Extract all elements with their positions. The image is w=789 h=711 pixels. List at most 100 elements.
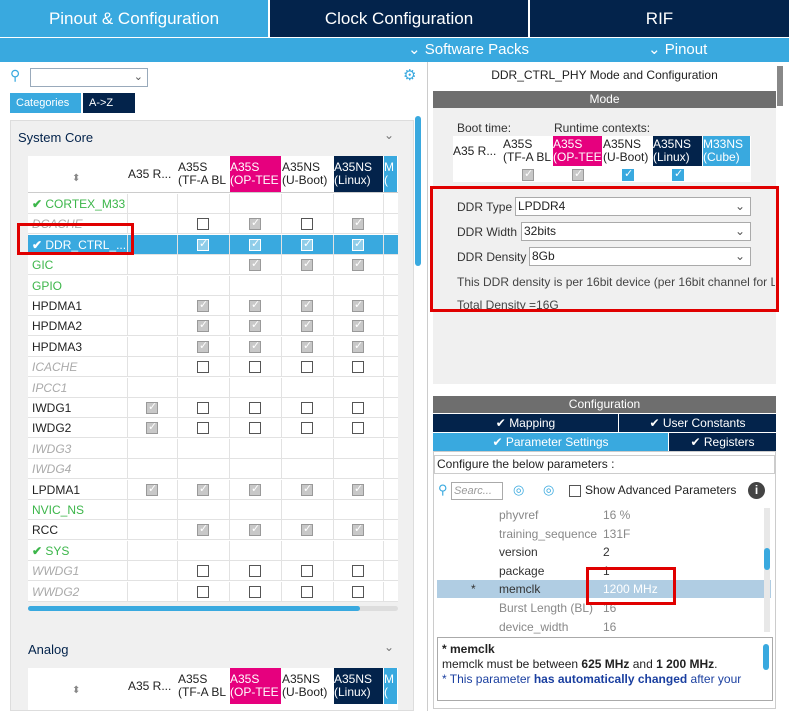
table-row[interactable]: IWDG1	[28, 398, 398, 418]
parameter-row[interactable]: phyvref 16 %	[437, 506, 771, 524]
splitter-handle[interactable]	[777, 66, 783, 106]
context-checkbox[interactable]	[249, 422, 261, 435]
context-checkbox[interactable]	[146, 420, 158, 435]
context-checkbox[interactable]	[352, 318, 364, 333]
tab-categories[interactable]: Categories	[10, 93, 81, 113]
context-checkbox[interactable]	[197, 422, 209, 435]
context-checkbox[interactable]	[249, 339, 261, 353]
gear-icon[interactable]: ⚙	[403, 67, 417, 84]
column-header[interactable]: A35S (TF-A BL	[178, 668, 229, 704]
context-checkbox[interactable]	[352, 522, 364, 537]
table-row[interactable]: ✔ CORTEX_M33	[28, 194, 398, 214]
context-checkbox[interactable]	[146, 400, 158, 414]
parameter-search-input[interactable]: Searc...	[451, 482, 503, 500]
context-checkbox[interactable]	[249, 482, 261, 496]
sort-icon[interactable]: ⬍	[72, 173, 81, 184]
peripheral-name[interactable]: HPDMA1	[28, 296, 128, 316]
context-checkbox[interactable]	[352, 565, 364, 578]
context-checkbox[interactable]	[352, 216, 364, 231]
peripheral-name[interactable]: IWDG4	[28, 459, 128, 480]
tab-pinout-configuration[interactable]: Pinout & Configuration	[0, 0, 268, 37]
context-checkbox[interactable]	[301, 339, 313, 353]
tab-a-to-z[interactable]: A->Z	[83, 93, 135, 113]
previous-icon[interactable]: ◎	[513, 482, 525, 497]
chevron-down-icon[interactable]: ⌄	[133, 71, 143, 83]
parameter-row[interactable]: * memclk 1200 MHz	[437, 580, 771, 599]
table-row[interactable]: HPDMA1	[28, 296, 398, 316]
mode-context-checkbox[interactable]	[672, 167, 684, 181]
context-checkbox[interactable]	[301, 218, 313, 231]
param-scrollbar-track[interactable]	[764, 508, 770, 632]
context-checkbox[interactable]	[197, 402, 209, 414]
mode-context-checkbox[interactable]	[522, 167, 534, 181]
context-checkbox[interactable]	[352, 257, 364, 272]
context-checkbox[interactable]	[301, 237, 313, 251]
peripheral-name[interactable]: IWDG1	[28, 398, 128, 418]
column-header[interactable]: M(	[384, 156, 397, 192]
context-checkbox[interactable]	[301, 257, 313, 272]
peripheral-name[interactable]: GIC	[28, 255, 128, 276]
context-checkbox[interactable]	[197, 218, 209, 231]
column-header[interactable]: A35NS (Linux)	[334, 156, 383, 192]
peripheral-name[interactable]: WWDG1	[28, 561, 128, 582]
system-core-header[interactable]: System Core	[18, 130, 94, 145]
tab-registers[interactable]: ✔ Registers	[669, 433, 776, 451]
table-row[interactable]: HPDMA2	[28, 316, 398, 337]
context-checkbox[interactable]	[249, 298, 261, 312]
context-checkbox[interactable]	[249, 565, 261, 578]
column-header[interactable]: A35 R...	[128, 668, 177, 704]
next-icon[interactable]: ◎	[543, 482, 555, 497]
column-header[interactable]: M(	[384, 668, 397, 704]
parameter-row[interactable]: device_width 16	[437, 618, 771, 636]
context-checkbox[interactable]	[249, 522, 261, 537]
parameter-value[interactable]: 16 %	[603, 508, 631, 522]
context-checkbox[interactable]	[301, 402, 313, 414]
table-row[interactable]: GIC	[28, 255, 398, 276]
peripheral-name[interactable]: LPDMA1	[28, 479, 128, 500]
mode-column-header[interactable]: A35S (TF-A BL	[503, 136, 552, 166]
context-checkbox[interactable]	[352, 585, 364, 598]
table-row[interactable]: LPDMA1	[28, 479, 398, 500]
table-row[interactable]: IPCC1	[28, 377, 398, 398]
sort-icon[interactable]: ⬍	[72, 685, 81, 696]
software-packs-menu[interactable]: ⌄ Software Packs	[408, 40, 529, 58]
context-checkbox[interactable]	[352, 361, 364, 374]
context-checkbox[interactable]	[301, 565, 313, 578]
peripheral-name[interactable]: IWDG2	[28, 418, 128, 439]
context-checkbox[interactable]	[197, 318, 209, 333]
context-checkbox[interactable]	[301, 298, 313, 312]
context-checkbox[interactable]	[197, 339, 209, 353]
context-checkbox[interactable]	[352, 402, 364, 414]
mode-context-checkbox[interactable]	[572, 167, 584, 181]
column-header[interactable]: A35NS (U-Boot)	[282, 156, 333, 192]
context-checkbox[interactable]	[249, 237, 261, 251]
context-checkbox[interactable]	[197, 298, 209, 312]
column-header[interactable]: A35S (OP-TEE	[230, 668, 281, 704]
peripheral-name[interactable]: IPCC1	[28, 377, 128, 398]
context-checkbox[interactable]	[352, 298, 364, 312]
column-header[interactable]: A35S (OP-TEE	[230, 156, 281, 192]
context-checkbox[interactable]	[249, 318, 261, 333]
context-checkbox[interactable]	[301, 318, 313, 333]
peripheral-name[interactable]: HPDMA3	[28, 336, 128, 357]
context-checkbox[interactable]	[249, 361, 261, 374]
table-row[interactable]: IWDG3	[28, 438, 398, 459]
context-checkbox[interactable]	[352, 422, 364, 435]
parameter-value[interactable]: 16	[603, 619, 617, 634]
pinout-menu[interactable]: ⌄ Pinout	[648, 40, 707, 58]
context-checkbox[interactable]	[249, 402, 261, 414]
context-checkbox[interactable]	[249, 216, 261, 231]
ddr-width-select[interactable]: 32bits ⌄	[521, 222, 751, 241]
tab-rif[interactable]: RIF	[530, 0, 789, 37]
mode-column-header[interactable]: M33NS (Cube)	[703, 136, 750, 166]
context-checkbox[interactable]	[249, 585, 261, 598]
ddr-type-select[interactable]: LPDDR4 ⌄	[515, 197, 751, 216]
context-checkbox[interactable]	[249, 257, 261, 272]
parameter-value[interactable]: 1200 MHz	[603, 582, 658, 597]
peripheral-name[interactable]: ✔ SYS	[28, 540, 128, 561]
mode-column-header[interactable]: A35NS (U-Boot)	[603, 136, 652, 166]
parameter-value[interactable]: 131F	[603, 526, 631, 541]
tab-parameter-settings[interactable]: ✔ Parameter Settings	[433, 433, 668, 451]
horizontal-scrollbar-thumb[interactable]	[28, 606, 360, 611]
context-checkbox[interactable]	[301, 585, 313, 598]
